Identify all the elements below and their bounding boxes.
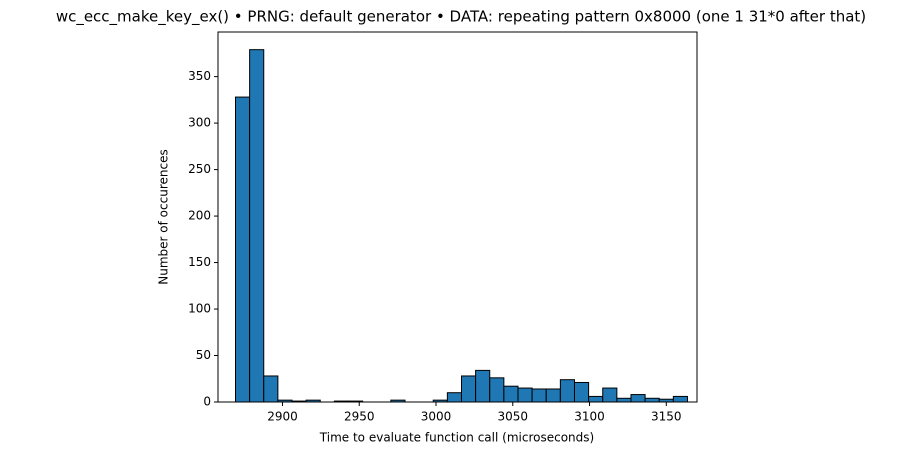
y-tick-label: 250 (188, 162, 211, 176)
y-tick-label: 300 (188, 116, 211, 130)
bar (644, 397, 660, 403)
bar (588, 395, 604, 403)
x-tick-label: 3100 (574, 410, 605, 424)
bar (630, 394, 646, 403)
bar (573, 381, 590, 403)
bar (503, 385, 519, 403)
y-tick-label: 0 (203, 395, 211, 409)
y-tick-label: 50 (196, 348, 211, 362)
bar (235, 96, 251, 403)
x-tick-label: 2950 (344, 410, 375, 424)
bar (616, 397, 632, 403)
chart-title: wc_ecc_make_key_ex() • PRNG: default gen… (56, 8, 866, 27)
y-tick-label: 200 (188, 209, 211, 223)
x-tick-label: 3050 (497, 410, 528, 424)
bar (460, 375, 477, 403)
x-tick-label: 2900 (267, 410, 298, 424)
y-tick-label: 100 (188, 302, 211, 316)
bar (489, 377, 505, 403)
y-tick-label: 350 (188, 69, 211, 83)
y-axis-label: Number of occurences (157, 149, 171, 284)
axes-frame (217, 31, 698, 403)
bar (602, 387, 618, 403)
bar (475, 369, 491, 403)
bar (559, 379, 575, 403)
bar (517, 387, 533, 403)
x-axis-label: Time to evaluate function call (microsec… (319, 431, 594, 445)
y-tick-label: 150 (188, 255, 211, 269)
x-tick-label: 3000 (421, 410, 452, 424)
x-tick-label: 3150 (651, 410, 682, 424)
bar (446, 392, 462, 403)
bar (531, 388, 547, 403)
bar (672, 395, 688, 403)
bar (249, 49, 265, 403)
bar (263, 375, 279, 403)
bar (545, 388, 561, 403)
